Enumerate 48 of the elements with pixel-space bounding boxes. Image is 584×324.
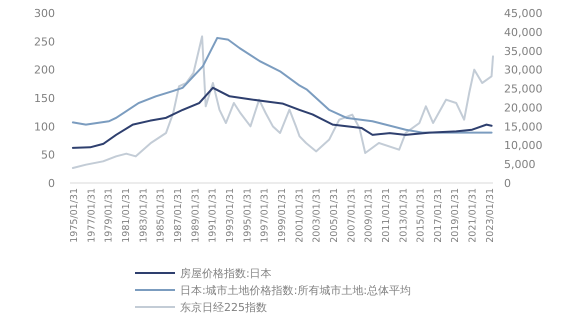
x-tick-label: 1991/01/31 xyxy=(208,188,219,243)
y2-tick-label: 10,000 xyxy=(504,139,542,152)
x-tick-label: 2013/01/31 xyxy=(398,188,410,243)
x-tick-label: 2011/01/31 xyxy=(380,188,392,243)
x-tick-label: 2003/01/31 xyxy=(312,188,323,243)
y2-tick-label: 25,000 xyxy=(504,82,542,96)
x-tick-label: 2015/01/31 xyxy=(416,188,427,243)
y-tick-label: 150 xyxy=(34,92,55,105)
y2-tick-label: 45,000 xyxy=(504,7,542,20)
y2-tick-label: 0 xyxy=(504,177,511,190)
y-tick-label: 100 xyxy=(34,120,55,134)
x-tick-label: 2005/01/31 xyxy=(328,188,340,243)
x-tick-label: 1975/01/31 xyxy=(69,188,80,243)
y-tick-label: 300 xyxy=(34,7,55,20)
x-tick-label: 2009/01/31 xyxy=(364,188,375,243)
x-tick-label: 2001/01/31 xyxy=(294,188,306,243)
line-series xyxy=(72,35,494,169)
y2-tick-label: 35,000 xyxy=(504,44,542,58)
y2-tick-label: 5,000 xyxy=(504,158,536,172)
line-series xyxy=(72,36,493,134)
y-tick-label: 50 xyxy=(41,148,55,162)
x-tick-label: 1995/01/31 xyxy=(242,188,254,243)
x-tick-label: 1987/01/31 xyxy=(173,188,184,243)
x-tick-label: 1979/01/31 xyxy=(104,188,115,243)
x-tick-label: 2019/01/31 xyxy=(450,188,462,243)
x-tick-label: 1983/01/31 xyxy=(138,188,150,243)
x-tick-label: 2023/01/31 xyxy=(484,188,496,243)
x-tick-label: 1981/01/31 xyxy=(121,188,132,243)
legend-label: 日本:城市土地价格指数:所有城市土地:总体平均 xyxy=(180,284,412,297)
x-tick-label: 1977/01/31 xyxy=(86,188,98,243)
legend-label: 东京日经225指数 xyxy=(180,301,267,314)
legend-label: 房屋价格指数:日本 xyxy=(180,267,272,280)
x-tick-label: 2017/01/31 xyxy=(432,188,444,243)
y2-tick-label: 15,000 xyxy=(504,120,542,134)
x-tick-label: 1985/01/31 xyxy=(156,188,167,243)
line-series xyxy=(72,86,493,149)
x-tick-label: 1997/01/31 xyxy=(260,188,271,243)
y2-tick-label: 20,000 xyxy=(504,101,542,114)
y2-tick-label: 40,000 xyxy=(504,26,542,39)
y-tick-label: 250 xyxy=(34,35,55,48)
x-tick-label: 1999/01/31 xyxy=(276,188,288,243)
x-tick-label: 2007/01/31 xyxy=(346,188,358,243)
x-tick-label: 1993/01/31 xyxy=(225,188,236,243)
x-tick-label: 2021/01/31 xyxy=(468,188,479,243)
y-tick-label: 200 xyxy=(34,64,55,77)
x-tick-label: 1989/01/31 xyxy=(190,188,202,243)
y2-tick-label: 30,000 xyxy=(504,64,542,77)
y-tick-label: 0 xyxy=(48,177,55,190)
